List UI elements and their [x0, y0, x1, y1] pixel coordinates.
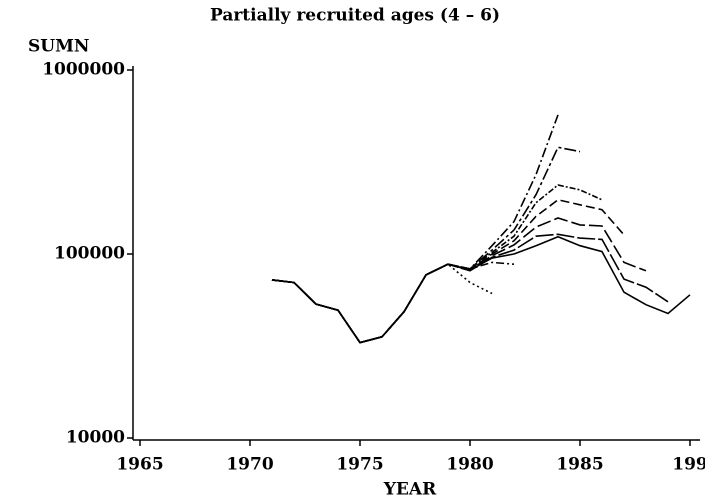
x-tick-label: 199 — [672, 455, 705, 475]
x-tick-label: 1970 — [226, 455, 273, 475]
series-line — [271, 235, 691, 344]
series-line — [271, 233, 669, 344]
series-line — [271, 198, 625, 344]
y-tick-label: 100000 — [54, 244, 125, 264]
series-line — [271, 217, 647, 344]
series-line — [271, 146, 581, 344]
x-axis-label: YEAR — [383, 480, 437, 500]
x-tick-label: 1975 — [336, 455, 383, 475]
x-tick-label: 1980 — [446, 455, 493, 475]
y-tick-label: 10000 — [66, 428, 125, 448]
x-tick-label: 1985 — [556, 455, 603, 475]
x-tick-label: 1965 — [116, 455, 163, 475]
chart-title: Partially recruited ages (4 – 6) — [210, 6, 500, 26]
y-axis-label: SUMN — [28, 37, 89, 57]
series-line — [271, 184, 603, 344]
y-tick-label: 1000000 — [42, 60, 125, 80]
series-line — [271, 261, 515, 344]
series-line — [271, 263, 493, 344]
